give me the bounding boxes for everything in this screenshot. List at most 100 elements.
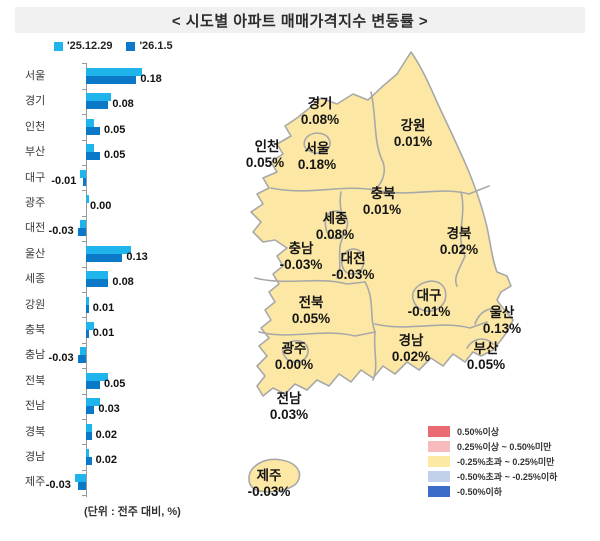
map-label-gangwon-value: 0.01%	[394, 134, 432, 149]
legend-swatch-prev	[54, 41, 63, 51]
legend-item-curr: '26.1.5	[126, 40, 173, 52]
bar-value-label: 0.03	[98, 403, 120, 416]
prev-bar	[80, 220, 86, 229]
map-legend-label: -0.50%초과 ~ -0.25%이하	[457, 472, 558, 482]
curr-bar	[86, 101, 109, 110]
prev-bar	[86, 449, 89, 457]
map-legend-row-0: 0.50%이상	[428, 424, 557, 439]
map-border-gyeonggi-gangwon	[370, 91, 386, 191]
prev-bar	[86, 372, 109, 381]
map-label-incheon-value: 0.05%	[246, 155, 284, 170]
bar-row-label: 충남	[25, 349, 46, 362]
map-label-sejong-value: 0.08%	[316, 227, 354, 242]
map-label-gyeongbuk-value: 0.02%	[440, 242, 478, 257]
legend-swatch-curr	[126, 41, 136, 51]
page-title: < 시도별 아파트 매매가격지수 변동률 >	[171, 12, 429, 30]
bar-row-전북: 전북 0.05	[0, 372, 228, 390]
map-legend-swatch	[428, 441, 450, 452]
bar-row-제주: 제주 -0.03	[0, 474, 228, 492]
axis-tick	[82, 469, 86, 471]
bar-row-전남: 전남 0.03	[0, 398, 228, 416]
axis-tick	[82, 88, 86, 90]
map-label-gyeonggi-value: 0.08%	[301, 112, 339, 127]
map-legend-row-1: 0.25%이상 ~ 0.50%미만	[428, 439, 557, 454]
map-label-ulsan-value: 0.13%	[483, 321, 521, 336]
bar-row-세종: 세종 0.08	[0, 271, 228, 289]
prev-bar	[86, 322, 95, 330]
bar-value-label: 0.08	[112, 276, 134, 289]
map-label-gwangju-name: 광주	[282, 340, 307, 356]
axis-tick	[82, 368, 86, 370]
map-border-chungnam-chungbuk	[336, 191, 345, 279]
axis-tick	[82, 317, 86, 319]
bar-value-label: -0.03	[45, 479, 71, 492]
map-border-ulsan	[474, 308, 502, 325]
map-label-jeju-value: -0.03%	[248, 484, 291, 499]
curr-bar	[77, 482, 86, 491]
prev-bar	[80, 169, 86, 178]
axis-tick	[82, 291, 86, 293]
map-legend: 0.50%이상 0.25%이상 ~ 0.50%미만 -0.25%초과 ~ 0.25%…	[428, 424, 557, 499]
axis-tick	[82, 495, 86, 497]
map-border-chungnam-jeonbuk	[254, 277, 366, 285]
bar-value-label: 0.05	[104, 377, 126, 390]
map-region-daejeon	[341, 248, 365, 275]
map-region-daegu	[411, 280, 447, 312]
bar-row-label: 인천	[25, 120, 46, 133]
map-legend-swatch	[428, 486, 450, 497]
title-band: < 시도별 아파트 매매가격지수 변동률 >	[15, 7, 585, 33]
prev-bar	[86, 93, 112, 102]
curr-bar	[77, 228, 86, 237]
axis-tick	[82, 139, 86, 141]
map-legend-label: -0.25%초과 ~ 0.25%미만	[457, 457, 555, 467]
map-legend-label: 0.50%이상	[457, 427, 500, 437]
curr-bar	[86, 457, 92, 465]
prev-bar	[80, 347, 86, 356]
prev-bar	[86, 144, 95, 153]
map-label-jeju-name: 제주	[257, 468, 282, 483]
prev-bar	[86, 118, 95, 127]
map-legend-swatch	[428, 456, 450, 467]
bar-row-label: 충북	[25, 324, 46, 336]
curr-bar	[77, 355, 86, 364]
bar-row-label: 대전	[25, 222, 46, 235]
bar-value-label: 0.18	[140, 73, 162, 85]
curr-bar	[86, 76, 137, 84]
bar-row-label: 전남	[25, 400, 46, 413]
bar-value-label: -0.03	[48, 225, 74, 238]
bar-row-label: 광주	[25, 197, 46, 209]
map-label-daejeon-name: 대전	[341, 250, 366, 266]
curr-bar	[86, 380, 100, 389]
bar-value-label: 0.02	[95, 454, 118, 466]
axis-tick	[82, 190, 86, 192]
map-region-seoul	[303, 132, 331, 155]
map-border-jeonbuk-east	[364, 281, 376, 333]
bar-value-label: 0.05	[104, 149, 126, 162]
curr-bar	[86, 279, 109, 288]
prev-bar	[86, 398, 100, 407]
bar-row-대구: 대구 -0.01	[0, 169, 228, 187]
bar-row-대전: 대전 -0.03	[0, 220, 228, 238]
bar-value-label: 0.08	[112, 98, 134, 111]
bar-row-강원: 강원 0.01	[0, 296, 228, 314]
curr-bar	[86, 406, 95, 415]
map-label-jeonnam-value: 0.03%	[270, 407, 308, 422]
map-border-busan	[466, 338, 494, 349]
bar-row-경기: 경기 0.08	[0, 93, 228, 111]
map-label-busan-value: 0.05%	[467, 357, 505, 372]
map-label-jeonnam-name: 전남	[277, 390, 302, 406]
axis-tick	[82, 266, 86, 268]
map-label-chungbuk-value: 0.01%	[363, 202, 401, 217]
curr-bar	[86, 304, 89, 313]
map-label-jeonbuk-value: 0.05%	[292, 311, 330, 326]
bar-row-label: 서울	[25, 70, 46, 82]
axis-tick	[82, 63, 86, 65]
bar-row-울산: 울산 0.13	[0, 245, 228, 263]
bar-row-충북: 충북 0.01	[0, 322, 228, 339]
legend-item-prev: '25.12.29	[54, 40, 112, 52]
map-label-chungnam-name: 충남	[289, 240, 314, 256]
curr-bar	[83, 177, 86, 186]
map-label-daegu-name: 대구	[417, 288, 442, 303]
map-label-sejong-name: 세종	[323, 211, 348, 226]
axis-tick	[82, 164, 86, 166]
